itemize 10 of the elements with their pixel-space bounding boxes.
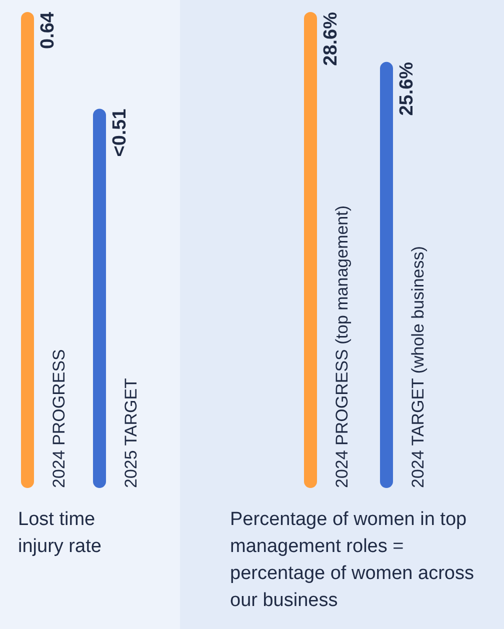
data-label: 25.6% [396,62,418,116]
x-tick-label: 2024 PROGRESS [50,349,68,488]
data-label: 0.64 [38,12,58,49]
data-label: <0.51 [110,108,130,157]
x-tick-label: 2024 TARGET (whole business) [408,246,428,488]
data-label: 28.6% [320,12,342,66]
text: Lost time injury rate [18,508,102,559]
text: Percentage of women in top management roles = percentage of women across our business [230,508,475,613]
x-tick-label: 2025 TARGET [122,378,140,488]
x-tick-label: 2024 PROGRESS (top management) [332,205,352,488]
